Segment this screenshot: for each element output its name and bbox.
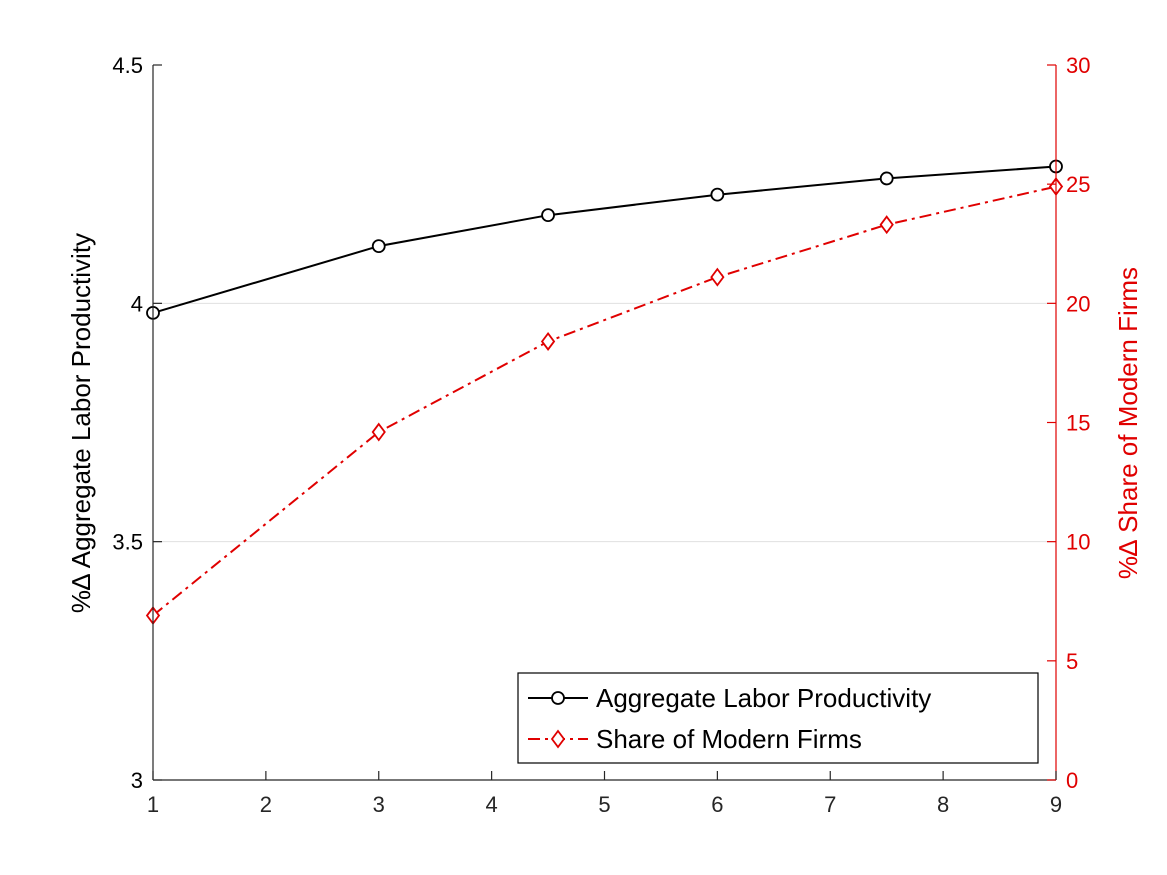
- series-line-share: [152, 185, 1057, 617]
- x-tick-label: 9: [1050, 792, 1062, 817]
- y-right-tick-label: 0: [1066, 768, 1078, 793]
- series-line-productivity: [152, 165, 1057, 314]
- data-point-circle: [541, 208, 555, 223]
- y-axis-right-title: %∆ Share of Modern Firms: [1113, 267, 1143, 579]
- y-right-tick-label: 5: [1066, 649, 1078, 674]
- data-point-circle: [710, 187, 725, 202]
- data-point-diamond: [371, 422, 386, 442]
- y-right-tick-label: 15: [1066, 411, 1090, 436]
- tick-labels: 1 2 3 4 5 6 7 8 9 3 3.5 4 4.5 0 5 10 15 20 25 30: [112, 53, 1090, 817]
- x-tick-label: 1: [147, 792, 159, 817]
- y-left-tick-label: 3: [131, 768, 143, 793]
- x-tick-label: 7: [824, 792, 836, 817]
- y-right-tick-label: 10: [1066, 530, 1090, 555]
- y-left-tick-label: 4: [131, 291, 143, 316]
- y-axis-left-title: %∆ Aggregate Labor Productivity: [66, 233, 96, 613]
- legend-marker-circle: [551, 691, 565, 705]
- legend-box: [517, 672, 1039, 764]
- x-tick-label: 2: [260, 792, 272, 817]
- series-layer: [145, 159, 1064, 626]
- y-left-tick-label: 4.5: [112, 53, 143, 78]
- data-point-diamond: [879, 215, 894, 235]
- data-point-diamond: [710, 267, 725, 287]
- x-tick-label: 6: [711, 792, 723, 817]
- y-right-tick-label: 25: [1066, 172, 1090, 197]
- legend-marker-diamond: [550, 729, 566, 749]
- data-point-diamond: [540, 331, 556, 351]
- y-left-tick-label: 3.5: [112, 530, 143, 555]
- x-tick-label: 8: [937, 792, 949, 817]
- x-tick-label: 3: [373, 792, 385, 817]
- y-right-tick-label: 30: [1066, 53, 1090, 78]
- y-right-tick-label: 20: [1066, 291, 1090, 316]
- x-tick-label: 5: [598, 792, 610, 817]
- grid-lines: [153, 302, 1056, 543]
- x-tick-label: 4: [486, 792, 498, 817]
- data-point-circle: [879, 171, 894, 186]
- axes: [152, 64, 1057, 781]
- data-point-circle: [371, 239, 386, 254]
- legend-label-productivity: Aggregate Labor Productivity: [596, 683, 931, 713]
- legend: Aggregate Labor Productivity Share of Mo…: [517, 672, 1039, 764]
- legend-label-share: Share of Modern Firms: [596, 724, 862, 754]
